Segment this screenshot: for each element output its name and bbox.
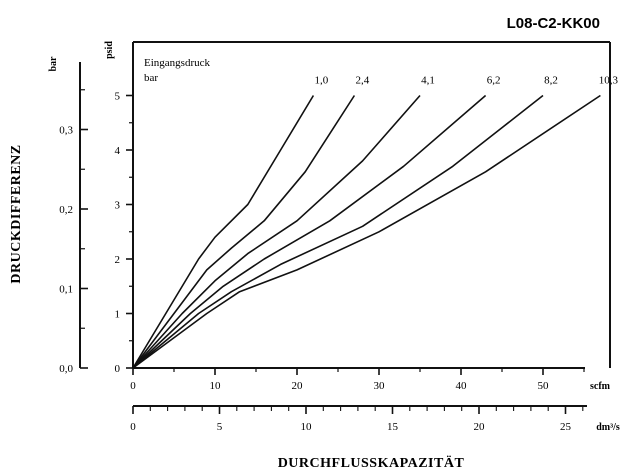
series-label: 4,1	[421, 75, 435, 87]
series-line	[132, 95, 356, 369]
y-primary-tick-label: 1	[115, 309, 121, 321]
x-secondary-tick-label: 5	[217, 421, 223, 433]
series-line	[132, 94, 487, 369]
y-secondary-tick-label: 0,0	[59, 363, 73, 375]
series-label: 10,3	[599, 75, 619, 87]
series-line	[132, 94, 601, 369]
plot-frame	[133, 41, 611, 368]
series-line	[132, 95, 315, 369]
x-secondary-tick-label: 10	[301, 421, 313, 433]
x-primary-tick-label: 30	[374, 380, 386, 392]
series-label: 1,0	[315, 75, 329, 87]
x-primary-tick-label: 20	[292, 380, 304, 392]
chart-title: L08-C2-KK00	[507, 15, 600, 32]
series-label: 6,2	[487, 75, 501, 87]
series-line	[132, 94, 421, 369]
y-primary-tick-label: 3	[115, 200, 121, 212]
x-axis-secondary-unit: dm³/s	[596, 422, 620, 433]
x-primary-tick-label: 10	[210, 380, 222, 392]
x-secondary-tick-label: 25	[560, 421, 572, 433]
series-label: 2,4	[356, 75, 370, 87]
y-primary-tick-label: 2	[115, 254, 121, 266]
x-axis-primary-unit: scfm	[590, 381, 611, 392]
y-primary-tick-label: 0	[115, 363, 121, 375]
y-primary-tick-label: 5	[115, 91, 121, 103]
x-axis-title: DURCHFLUSSKAPAZITÄT	[278, 455, 465, 471]
y-axis-secondary-unit: bar	[48, 56, 59, 72]
series-label: 8,2	[544, 75, 558, 87]
x-secondary-tick-label: 15	[387, 421, 399, 433]
series-group: 1,0 2,4 4,1 6,2 8,2 10,3	[132, 75, 619, 369]
y-axis-title: DRUCKDIFFERENZ	[9, 144, 24, 283]
y-secondary-tick-label: 0,2	[59, 204, 73, 216]
x-secondary-tick-label: 20	[474, 421, 486, 433]
series-line	[132, 94, 544, 369]
x-primary-tick-label: 50	[538, 380, 550, 392]
y-secondary-tick-label: 0,1	[59, 284, 73, 296]
y-axis-primary-unit: psid	[104, 41, 115, 59]
y-secondary-tick-label: 0,3	[59, 125, 73, 137]
x-primary-tick-label: 0	[130, 380, 136, 392]
x-secondary-tick-label: 0	[130, 421, 136, 433]
x-primary-tick-label: 40	[456, 380, 468, 392]
legend-title-line-1: Eingangsdruck	[144, 57, 210, 69]
legend-title-line-2: bar	[144, 72, 158, 84]
y-primary-tick-label: 4	[115, 145, 121, 157]
